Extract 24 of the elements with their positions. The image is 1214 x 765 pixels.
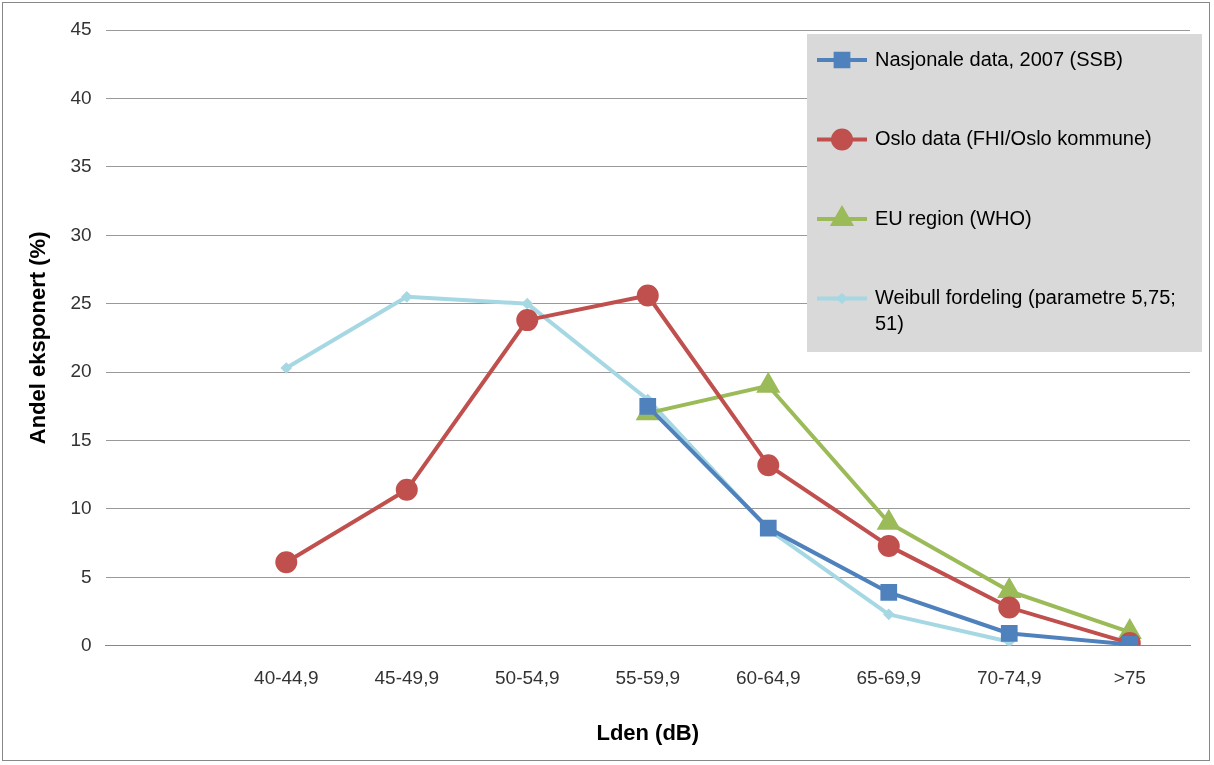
y-axis-title: Andel eksponert (%) — [25, 231, 51, 445]
y-tick-label: 45 — [70, 18, 92, 40]
x-tick-label: 55-59,9 — [615, 667, 680, 689]
y-tick-label: 30 — [70, 223, 92, 245]
legend-label: Oslo data (FHI/Oslo kommune) — [875, 127, 1152, 150]
x-tick-label: 65-69,9 — [856, 667, 921, 689]
y-tick-label: 20 — [70, 360, 92, 382]
y-tick-label: 40 — [70, 86, 92, 108]
x-tick-label: >75 — [1113, 667, 1146, 689]
x-tick-label: 70-74,9 — [977, 667, 1042, 689]
legend-label: Nasjonale data, 2007 (SSB) — [875, 47, 1123, 70]
y-tick-label: 0 — [80, 634, 92, 656]
y-tick-label: 15 — [70, 428, 92, 450]
legend-label: Weibull fordeling (parametre 5,75; 51) — [875, 286, 1176, 335]
x-tick-label: 45-49,9 — [374, 667, 439, 689]
x-tick-label: 60-64,9 — [736, 667, 801, 689]
x-tick-label: 50-54,9 — [495, 667, 560, 689]
y-tick-label: 35 — [70, 155, 92, 177]
y-tick-label: 10 — [70, 497, 92, 519]
x-tick-label: 40-44,9 — [254, 667, 319, 689]
y-tick-label: 25 — [70, 291, 92, 313]
y-tick-label: 5 — [80, 565, 92, 587]
legend-label: EU region (WHO) — [875, 206, 1032, 229]
x-axis-title: Lden (dB) — [596, 719, 700, 745]
